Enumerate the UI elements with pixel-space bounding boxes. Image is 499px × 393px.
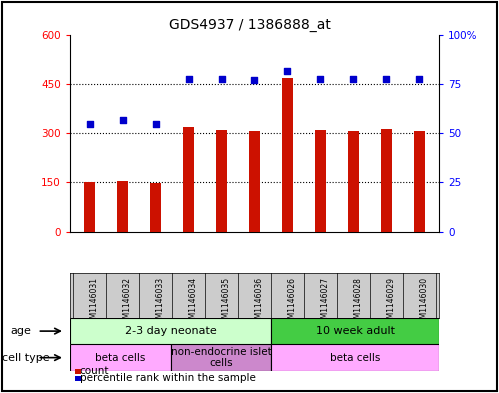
Text: GSM1146033: GSM1146033 xyxy=(156,277,165,328)
Bar xyxy=(183,127,194,231)
Bar xyxy=(315,130,326,231)
Text: 2-3 day neonate: 2-3 day neonate xyxy=(125,326,217,336)
Bar xyxy=(216,130,227,231)
Point xyxy=(185,75,193,82)
Bar xyxy=(70,318,271,344)
Point xyxy=(382,75,390,82)
Text: GSM1146031: GSM1146031 xyxy=(90,277,99,328)
Bar xyxy=(75,369,81,374)
Text: GSM1146035: GSM1146035 xyxy=(222,277,231,328)
Point xyxy=(283,68,291,74)
Text: GSM1146030: GSM1146030 xyxy=(419,277,428,328)
Text: GSM1146032: GSM1146032 xyxy=(123,277,132,328)
Text: age: age xyxy=(10,326,31,336)
Text: GDS4937 / 1386888_at: GDS4937 / 1386888_at xyxy=(169,18,330,32)
Bar xyxy=(75,376,81,381)
Text: GSM1146028: GSM1146028 xyxy=(353,277,362,328)
Bar xyxy=(414,131,425,231)
Text: GSM1146027: GSM1146027 xyxy=(320,277,329,328)
Text: GSM1146026: GSM1146026 xyxy=(287,277,296,328)
Bar xyxy=(84,182,95,231)
Text: cell type: cell type xyxy=(2,353,50,363)
Bar xyxy=(171,344,271,371)
Bar xyxy=(70,344,171,371)
Bar xyxy=(271,344,439,371)
Bar xyxy=(249,131,260,231)
Point xyxy=(119,117,127,123)
Text: beta cells: beta cells xyxy=(330,353,380,363)
Text: GSM1146034: GSM1146034 xyxy=(189,277,198,328)
Bar xyxy=(348,131,359,231)
Text: 10 week adult: 10 week adult xyxy=(316,326,395,336)
Point xyxy=(415,75,423,82)
Point xyxy=(218,75,226,82)
Point xyxy=(349,75,357,82)
Bar xyxy=(381,129,392,231)
Bar xyxy=(271,318,439,344)
Text: non-endocrine islet
cells: non-endocrine islet cells xyxy=(171,347,271,368)
Point xyxy=(250,77,258,84)
Point xyxy=(86,121,94,127)
Bar xyxy=(117,181,128,231)
Bar xyxy=(150,183,161,231)
Point xyxy=(152,121,160,127)
Text: beta cells: beta cells xyxy=(95,353,145,363)
Text: GSM1146036: GSM1146036 xyxy=(254,277,263,328)
Point xyxy=(316,75,324,82)
Bar xyxy=(282,78,293,231)
Text: count: count xyxy=(80,366,109,376)
Text: GSM1146029: GSM1146029 xyxy=(386,277,395,328)
Text: percentile rank within the sample: percentile rank within the sample xyxy=(80,373,255,383)
